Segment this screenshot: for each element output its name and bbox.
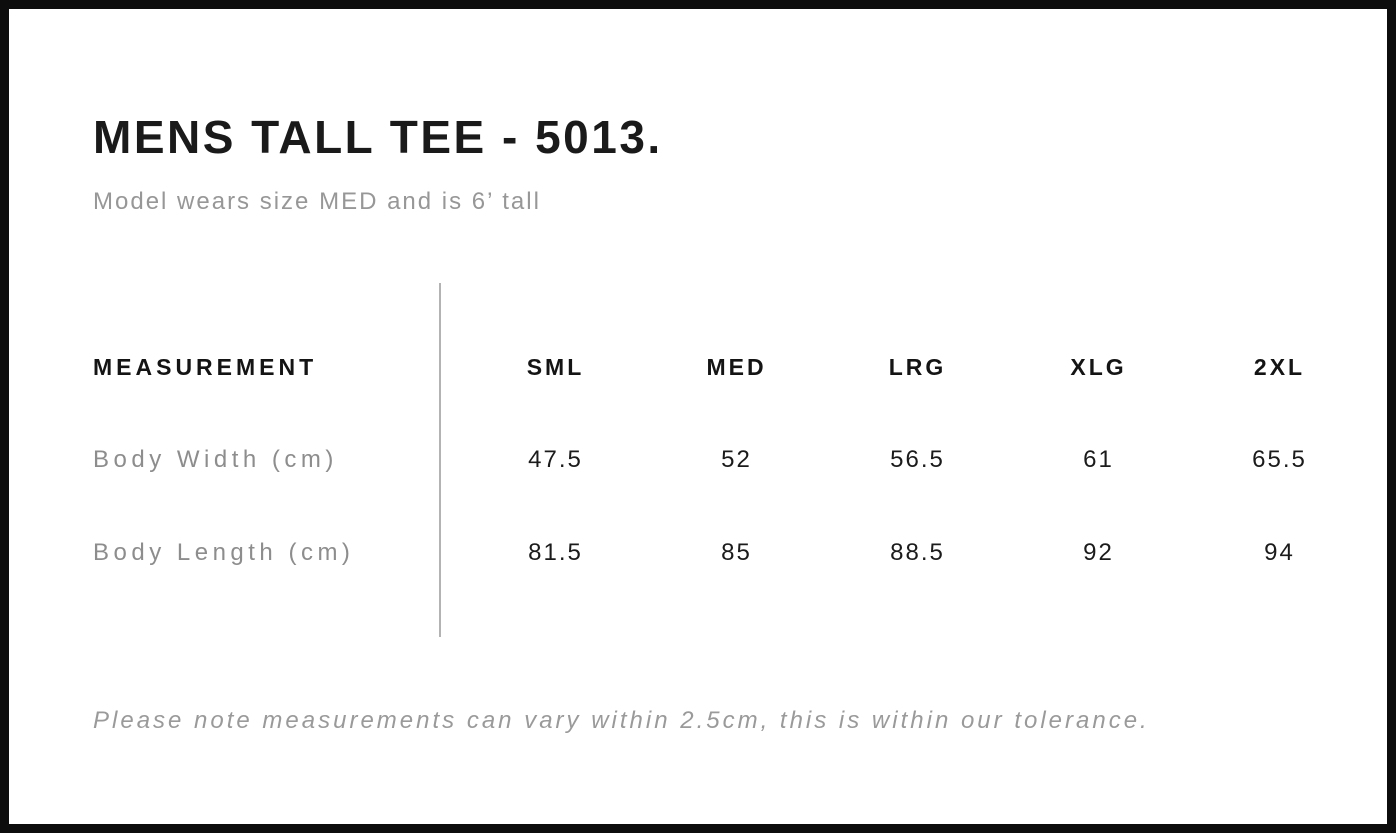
measurement-column-header: MEASUREMENT (93, 353, 318, 380)
table-row: Body Length (cm) 81.5 85 88.5 92 94 (93, 507, 1370, 600)
measurement-value: 85 (721, 539, 752, 567)
measurement-label: Body Length (cm) (93, 539, 355, 567)
measurement-value: 52 (721, 446, 752, 474)
measurement-value: 81.5 (528, 539, 583, 567)
size-column-header: MED (706, 353, 767, 380)
size-table: MEASUREMENT SML MED LRG XLG 2XL Body Width (… (93, 282, 1370, 637)
measurement-value: 94 (1264, 539, 1295, 567)
measurement-value: 65.5 (1252, 446, 1307, 474)
size-column-header: LRG (888, 353, 947, 380)
table-divider (439, 282, 441, 637)
model-size-note: Model wears size MED and is 6’ tall (93, 187, 541, 215)
size-column-header: 2XL (1253, 353, 1306, 380)
measurement-value: 88.5 (890, 539, 945, 567)
measurement-value: 92 (1083, 539, 1114, 567)
size-column-header: XLG (1070, 353, 1127, 380)
tolerance-note: Please note measurements can vary within… (93, 706, 1150, 734)
page-title: MENS TALL TEE - 5013. (93, 111, 663, 163)
measurement-value: 61 (1083, 446, 1114, 474)
measurement-label: Body Width (cm) (93, 446, 338, 474)
size-column-header: SML (526, 353, 585, 380)
measurement-value: 47.5 (528, 446, 583, 474)
size-chart-sheet: MENS TALL TEE - 5013. Model wears size M… (9, 9, 1387, 824)
table-row: Body Width (cm) 47.5 52 56.5 61 65.5 (93, 414, 1370, 507)
table-header-row: MEASUREMENT SML MED LRG XLG 2XL (93, 321, 1370, 414)
measurement-value: 56.5 (890, 446, 945, 474)
